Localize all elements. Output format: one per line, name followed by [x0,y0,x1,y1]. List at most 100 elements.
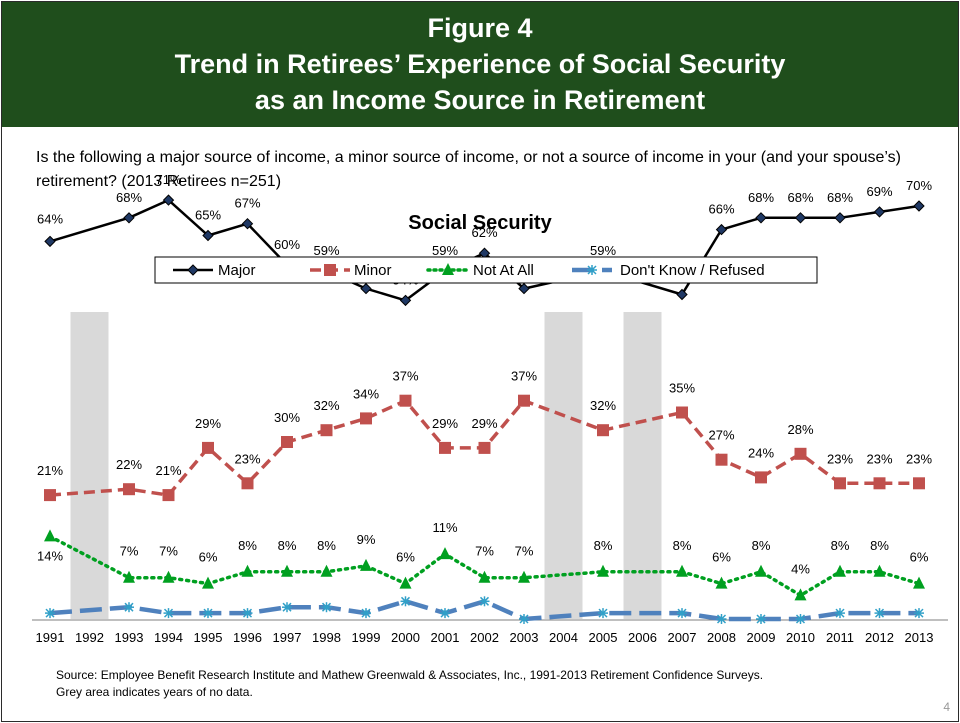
figure-header: Figure 4 Trend in Retirees’ Experience o… [2,2,958,127]
x-tick-label: 1996 [233,630,262,645]
data-label: 37% [511,369,537,384]
data-point-1 [873,477,886,490]
data-point-3 [519,614,529,624]
data-label: 6% [396,550,415,565]
data-point-1 [360,412,372,425]
data-point-2 [241,564,254,577]
data-point-2 [360,558,372,571]
data-point-0 [202,229,214,242]
data-point-2 [44,529,56,542]
data-point-1 [439,441,451,454]
data-point-1 [162,489,175,502]
data-point-2 [913,576,925,589]
data-point-3 [400,596,411,607]
data-label: 37% [392,369,418,384]
data-label: 69% [866,184,892,199]
x-tick-label: 2012 [865,630,894,645]
x-tick-label: 2004 [549,630,578,645]
x-tick-label: 2000 [391,630,420,645]
data-point-2 [873,564,886,577]
data-label: 32% [313,398,339,413]
data-point-0 [715,223,728,236]
data-label: 8% [278,538,297,553]
data-label: 8% [673,538,692,553]
x-tick-label: 2006 [628,630,657,645]
data-label: 7% [159,544,178,559]
x-tick-label: 1991 [36,630,65,645]
figure-number: Figure 4 [427,13,533,43]
data-point-3 [361,608,371,619]
survey-question: Is the following a major source of incom… [36,149,902,190]
series-line-1 [49,398,919,497]
x-tick-label: 1992 [75,630,104,645]
legend-label: Minor [354,262,392,279]
data-point-3 [203,608,213,619]
x-tick-label: 1997 [273,630,302,645]
data-point-2 [320,564,333,577]
data-point-1 [755,471,767,484]
data-point-2 [439,547,451,560]
data-label: 8% [870,538,889,553]
data-point-3 [677,608,687,619]
data-label: 62% [471,225,497,240]
x-tick-label: 1994 [154,630,183,645]
data-point-2 [794,588,807,601]
data-label: 71% [155,172,181,187]
source-line-1: Source: Employee Benefit Research Instit… [56,668,764,682]
data-point-1 [478,441,491,454]
x-tick-label: 1995 [194,630,223,645]
data-point-3 [124,602,134,613]
legend-label: Don't Know / Refused [620,262,765,279]
data-label: 24% [748,445,774,460]
data-point-2 [162,570,175,583]
data-point-2 [518,570,530,583]
x-tick-label: 2005 [589,630,618,645]
data-label: 14% [37,548,63,563]
data-label: 59% [432,243,458,258]
data-label: 32% [590,398,616,413]
x-tick-label: 2007 [668,630,697,645]
data-point-1 [44,489,56,502]
data-point-0 [676,288,688,301]
data-label: 29% [195,416,221,431]
data-point-2 [281,564,293,577]
data-label: 7% [120,544,139,559]
legend-marker-3 [587,265,597,275]
data-label: 35% [669,381,695,396]
data-point-1 [834,477,846,490]
data-label: 21% [155,463,181,478]
data-label: 6% [199,550,218,565]
legend-marker-2 [442,263,454,275]
data-point-2 [399,576,412,589]
x-tick-label: 2010 [786,630,815,645]
data-point-1 [123,483,135,496]
data-point-3 [163,608,174,619]
data-label: 7% [475,544,494,559]
x-tick-label: 2001 [431,630,460,645]
figure-title-line-2: as an Income Source in Retirement [254,85,706,115]
x-tick-label: 1998 [312,630,341,645]
data-point-3 [440,608,450,619]
legend-label: Major [218,262,256,279]
legend-box [154,256,818,284]
data-label: 68% [827,190,853,205]
x-tick-label: 2009 [747,630,776,645]
data-point-1 [202,441,214,454]
data-label: 8% [594,538,613,553]
data-point-0 [518,282,530,295]
data-label: 29% [432,416,458,431]
data-label: 66% [708,202,734,217]
x-tick-label: 2002 [470,630,499,645]
x-tick-label: 2011 [826,630,854,645]
data-label: 8% [831,538,850,553]
data-point-1 [518,394,530,407]
data-point-1 [676,406,688,419]
figure-title-line-1: Trend in Retirees’ Experience of Social … [174,49,786,79]
data-label: 27% [708,428,734,443]
data-point-0 [399,294,412,307]
legend-marker-0 [187,264,199,276]
data-label: 8% [317,538,336,553]
data-label: 6% [910,550,929,565]
data-point-2 [123,570,135,583]
